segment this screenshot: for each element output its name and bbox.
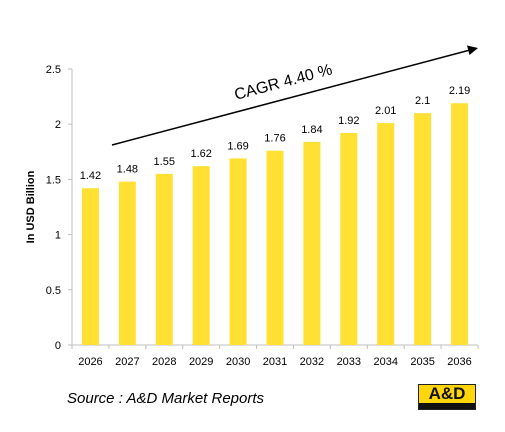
y-tick-label: 0 (55, 340, 61, 352)
data-label-2035: 2.1 (415, 95, 430, 107)
bars (81, 103, 469, 345)
bar-2028 (155, 173, 173, 345)
bar-2033 (340, 133, 358, 345)
y-axis: 0 0.5 1 1.5 2 2.5 (46, 64, 73, 352)
x-tick-label: 2034 (373, 356, 397, 368)
bar-2032 (303, 141, 321, 345)
data-label-2027: 1.48 (117, 164, 138, 176)
y-tick-label: 2.5 (46, 64, 61, 76)
data-label-2033: 1.92 (338, 115, 359, 127)
y-tick-label: 1 (55, 230, 61, 242)
data-label-2030: 1.69 (227, 140, 248, 152)
bar-2034 (377, 123, 395, 345)
bar-2029 (192, 166, 210, 345)
trend-arrow-head (467, 45, 478, 55)
data-label-2026: 1.42 (80, 170, 101, 182)
cagr-label: CAGR 4.40 % (233, 61, 334, 103)
y-axis-title: In USD Billion (25, 170, 37, 243)
bar-2036 (451, 103, 469, 345)
x-tick-label: 2031 (263, 356, 287, 368)
x-tick-label: 2027 (115, 356, 139, 368)
data-label-2036: 2.19 (449, 85, 470, 97)
bar-2027 (118, 181, 136, 345)
x-tick-label: 2026 (78, 356, 102, 368)
brand-logo-text: A&D (428, 384, 466, 403)
bar-2031 (266, 150, 284, 345)
source-note: Source : A&D Market Reports (67, 390, 265, 407)
x-tick-label: 2029 (189, 356, 213, 368)
x-axis: 2026 2027 2028 2029 2030 2031 2032 2033 2034 2035… (71, 344, 479, 368)
data-label-2032: 1.84 (301, 124, 322, 136)
bar-2030 (229, 158, 247, 345)
data-label-2029: 1.62 (190, 148, 211, 160)
data-label-2034: 2.01 (375, 105, 396, 117)
trend-arrow (111, 49, 471, 146)
y-tick-label: 2 (55, 119, 61, 131)
data-label-2028: 1.55 (154, 156, 175, 168)
x-tick-label: 2030 (226, 356, 250, 368)
bar-2026 (81, 188, 99, 345)
x-tick-label: 2028 (152, 356, 176, 368)
brand-logo: A&D (418, 384, 476, 410)
x-tick-label: 2032 (300, 356, 324, 368)
brand-logo-strip (419, 403, 475, 409)
y-tick-label: 0.5 (46, 285, 61, 297)
data-label-2031: 1.76 (264, 133, 285, 145)
x-tick-label: 2036 (447, 356, 471, 368)
data-labels: 1.42 1.48 1.55 1.62 1.69 1.76 1.84 1.92 2.01 2.1 2… (80, 85, 471, 182)
bar-2035 (414, 113, 432, 345)
x-tick-label: 2035 (410, 356, 434, 368)
x-tick-label: 2033 (337, 356, 361, 368)
y-tick-label: 1.5 (46, 174, 61, 186)
